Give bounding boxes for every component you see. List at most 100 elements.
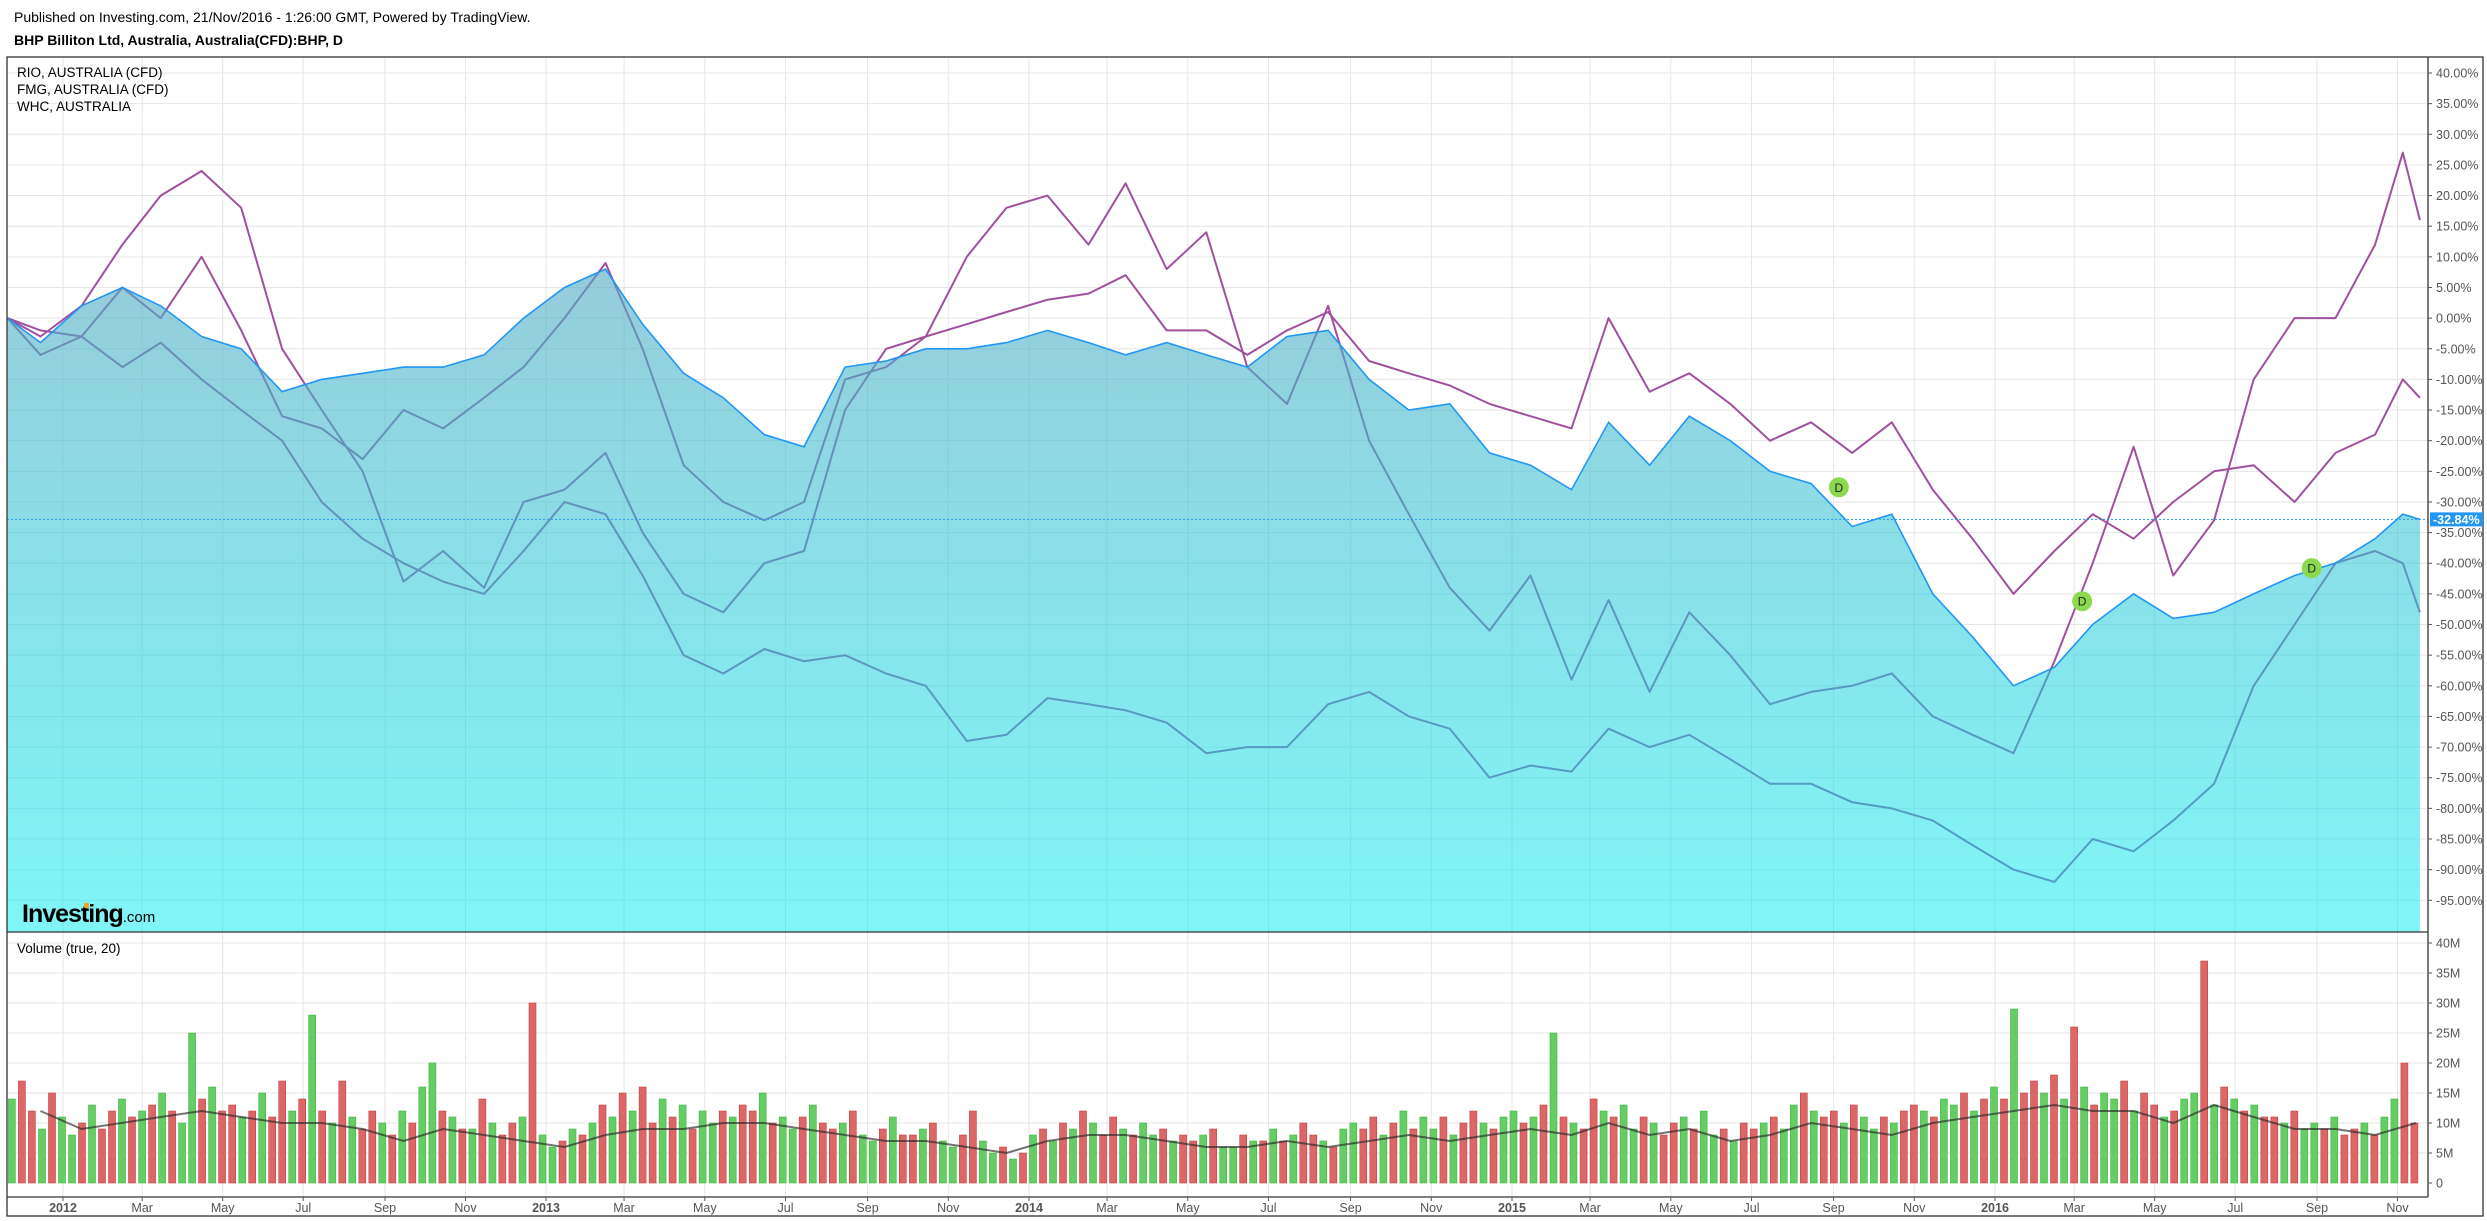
legend-item-rio[interactable]: RIO, AUSTRALIA (CFD) (17, 65, 163, 80)
volume-bar-down (278, 1080, 287, 1184)
volume-bar-down (1900, 1110, 1908, 1184)
volume-bar-down (1850, 1104, 1858, 1184)
volume-bar-down (1639, 1116, 1648, 1184)
volume-bar-down (1039, 1128, 1047, 1184)
volume-bar-down (959, 1134, 967, 1184)
time-axis-label: 2016 (1981, 1201, 2009, 1215)
volume-bar-down (18, 1080, 26, 1184)
volume-bar-down (828, 1128, 837, 1184)
volume-bar-up (328, 1122, 337, 1184)
volume-bar-down (578, 1134, 587, 1184)
dividend-marker[interactable]: D (2301, 558, 2322, 579)
time-axis-label: May (693, 1201, 717, 1215)
volume-bar-down (478, 1098, 487, 1184)
volume-bar-up (588, 1122, 597, 1184)
volume-bar-down (78, 1122, 86, 1184)
volume-bar-down (898, 1134, 907, 1184)
volume-bar-up (258, 1092, 267, 1184)
volume-bar-up (2130, 1110, 2138, 1184)
volume-bar-down (1559, 1116, 1568, 1184)
volume-bar-up (378, 1122, 387, 1184)
volume-bar-up (468, 1128, 477, 1184)
bhp-line[interactable] (7, 268, 2421, 687)
volume-bar-down (688, 1128, 697, 1184)
time-axis-label: Jul (2227, 1201, 2243, 1215)
time-axis-label: Jul (295, 1201, 311, 1215)
volume-bar-up (1870, 1128, 1878, 1184)
time-axis-label: Sep (1339, 1201, 1361, 1215)
volume-indicator-label[interactable]: Volume (true, 20) (17, 941, 121, 956)
volume-bar-up (1599, 1110, 1608, 1184)
dividend-marker[interactable]: D (2072, 591, 2093, 612)
volume-bar-down (2050, 1074, 2058, 1184)
volume-axis-label: 5M (2436, 1147, 2453, 1161)
dividend-marker[interactable]: D (1828, 477, 1849, 498)
volume-bar-up (628, 1110, 637, 1184)
volume-bar-down (2370, 1134, 2379, 1184)
time-axis-label: Mar (2063, 1201, 2085, 1215)
volume-bar-up (1009, 1158, 1017, 1184)
volume-bar-up (548, 1146, 557, 1184)
volume-bar-up (1920, 1110, 1928, 1184)
volume-bar-up (1169, 1140, 1177, 1184)
volume-bar-down (748, 1110, 757, 1184)
volume-bar-up (1780, 1128, 1788, 1184)
volume-bar-down (2240, 1110, 2248, 1184)
volume-bar-down (2220, 1086, 2228, 1184)
time-axis-label: 2014 (1015, 1201, 1043, 1215)
legend-item-fmg[interactable]: FMG, AUSTRALIA (CFD) (17, 82, 169, 97)
price-axis-label: -10.00% (2436, 373, 2483, 387)
volume-bar-up (428, 1062, 437, 1184)
price-axis-label: -30.00% (2436, 495, 2483, 509)
time-axis-label: Mar (613, 1201, 635, 1215)
published-note: Published on Investing.com, 21/Nov/2016 … (14, 9, 531, 25)
volume-bar-up (1549, 1032, 1558, 1184)
volume-axis-label: 20M (2436, 1057, 2460, 1071)
volume-bar-down (1980, 1098, 1988, 1184)
volume-bar-up (398, 1110, 407, 1184)
volume-bar-up (1229, 1146, 1237, 1184)
volume-bar-up (2310, 1122, 2319, 1184)
volume-bar-down (1880, 1116, 1888, 1184)
price-axis-label: 15.00% (2436, 220, 2478, 234)
volume-bar-down (1519, 1122, 1528, 1184)
volume-bar-down (1019, 1152, 1027, 1184)
volume-bar-up (838, 1122, 847, 1184)
volume-bar-down (1209, 1128, 1217, 1184)
volume-bar-down (1189, 1140, 1197, 1184)
legend-item-whc[interactable]: WHC, AUSTRALIA (17, 99, 132, 114)
volume-bar-down (618, 1092, 627, 1184)
price-axis-label: -65.00% (2436, 710, 2483, 724)
volume-bar-down (798, 1116, 807, 1184)
volume-bar-down (2150, 1104, 2158, 1184)
volume-bar-up (68, 1134, 76, 1184)
volume-bar-up (1840, 1122, 1848, 1184)
volume-bar-down (558, 1140, 567, 1184)
volume-bar-down (1099, 1134, 1107, 1184)
volume-bar-down (218, 1110, 226, 1184)
volume-bar-down (198, 1098, 206, 1184)
volume-bar-down (2400, 1062, 2409, 1184)
time-axis-label: May (1659, 1201, 1683, 1215)
volume-bar-up (1379, 1134, 1388, 1184)
volume-bar-up (1419, 1116, 1428, 1184)
volume-bar-down (1409, 1128, 1418, 1184)
volume-bar-down (1369, 1116, 1378, 1184)
volume-bar-down (2140, 1092, 2148, 1184)
volume-bar-up (158, 1092, 166, 1184)
volume-bar-up (989, 1152, 997, 1184)
volume-ma-line (40, 1103, 2417, 1155)
volume-bar-down (1739, 1122, 1748, 1184)
volume-bar-down (648, 1122, 657, 1184)
volume-bar-down (1279, 1140, 1287, 1184)
volume-bar-down (1800, 1092, 1808, 1184)
time-axis-label: Nov (1420, 1201, 1443, 1215)
volume-bar-up (1709, 1134, 1718, 1184)
time-axis-label: Sep (374, 1201, 396, 1215)
volume-bar-up (208, 1086, 216, 1184)
volume-bar-down (1579, 1128, 1588, 1184)
volume-bar-up (788, 1128, 797, 1184)
volume-bar-down (1079, 1110, 1087, 1184)
volume-bar-up (1429, 1128, 1438, 1184)
